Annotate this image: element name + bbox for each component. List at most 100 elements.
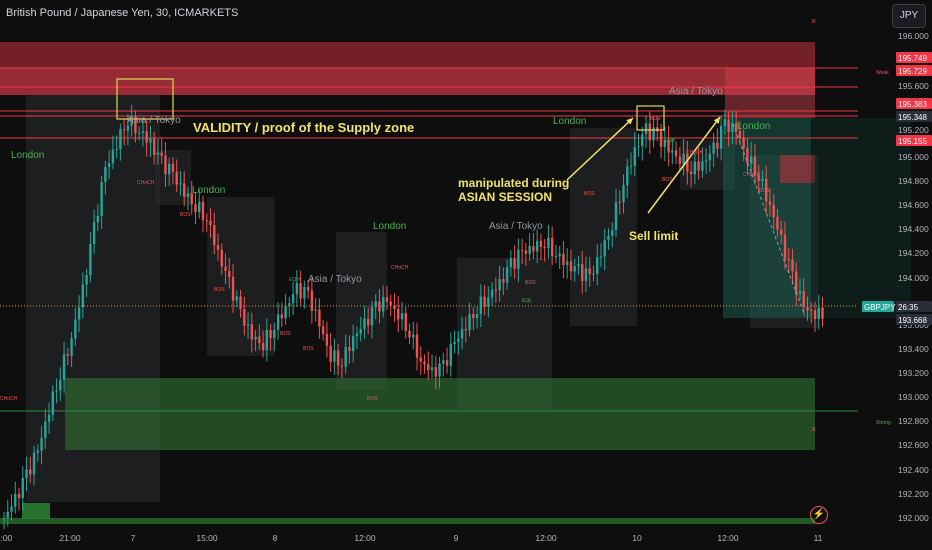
y-tick-label: 192.600	[898, 440, 929, 450]
session-label: Asia / Tokyo	[308, 274, 362, 285]
candle	[288, 303, 291, 306]
candle	[261, 343, 265, 351]
candle	[111, 149, 115, 164]
structure-marker: BOS	[303, 346, 314, 352]
price-axis	[858, 0, 932, 550]
candle	[265, 329, 269, 351]
candle	[351, 336, 355, 352]
demand-zone-small	[22, 503, 50, 519]
candle	[442, 360, 445, 364]
candle	[674, 150, 678, 157]
candle	[321, 326, 325, 334]
trade-profit-box	[723, 118, 811, 318]
candle	[701, 161, 704, 171]
x-tick-label: 21:00	[59, 533, 81, 543]
y-tick-label: 194.200	[898, 248, 929, 258]
candle	[663, 139, 667, 147]
candle	[543, 246, 546, 249]
price-label-bg	[896, 314, 932, 325]
x-tick-label: 10	[632, 533, 642, 543]
close-icon[interactable]: ×	[811, 424, 817, 434]
candle	[746, 148, 749, 164]
price-label-bg	[896, 52, 932, 63]
candle	[780, 229, 783, 235]
candle	[92, 222, 96, 245]
candle	[104, 167, 107, 182]
candle	[535, 240, 539, 252]
demand-zone-bottom	[0, 518, 815, 524]
candle	[505, 267, 509, 283]
structure-marker: BOS	[759, 188, 770, 194]
y-tick-label: 194.600	[898, 200, 929, 210]
trade-profit-ext	[811, 118, 911, 318]
close-icon[interactable]: ×	[811, 16, 817, 26]
candle	[306, 287, 310, 291]
candle	[25, 469, 28, 479]
candle	[291, 294, 295, 304]
candle	[213, 225, 216, 246]
candle	[408, 330, 411, 338]
structure-marker: BOS	[214, 287, 225, 293]
candle	[475, 314, 479, 319]
candle	[708, 153, 712, 161]
candle	[430, 367, 434, 371]
candle	[611, 230, 614, 236]
candle	[186, 193, 190, 197]
candle	[577, 264, 580, 267]
candle	[652, 127, 655, 141]
price-label: 26:35	[898, 303, 919, 312]
candle	[220, 249, 223, 267]
candle	[175, 171, 178, 185]
candle	[397, 308, 400, 320]
candle	[464, 329, 468, 331]
candle	[427, 364, 430, 371]
candle	[468, 314, 471, 331]
structure-marker: Strong	[876, 420, 891, 426]
candle	[168, 163, 171, 175]
currency-button[interactable]: JPY	[892, 4, 926, 28]
candle	[145, 131, 148, 143]
arrow	[566, 117, 634, 181]
session-label: Asia / Tokyo	[127, 115, 181, 126]
candle	[599, 256, 603, 258]
candle	[603, 239, 606, 257]
price-label: 195.729	[898, 67, 927, 76]
trade-path	[732, 123, 806, 317]
candle	[487, 297, 490, 307]
candle	[659, 131, 663, 147]
candle	[453, 341, 456, 345]
candle	[107, 163, 111, 168]
session-label: London	[11, 150, 44, 161]
candle	[798, 291, 802, 295]
x-tick-label: 12:00	[535, 533, 557, 543]
annotation-text: VALIDITY / proof of the Supply zone	[193, 120, 414, 135]
candle	[445, 360, 449, 366]
structure-marker: BOS	[650, 116, 661, 122]
candle	[156, 152, 160, 155]
session-label: London	[553, 116, 586, 127]
candle	[243, 309, 246, 326]
candle	[246, 324, 250, 326]
structure-marker: CHoCH	[137, 180, 155, 186]
x-tick-label: 15:00	[196, 533, 218, 543]
structure-marker: BOS	[367, 396, 378, 402]
price-label: GBPJPY	[864, 303, 896, 312]
y-tick-label: 193.400	[898, 344, 929, 354]
candle	[269, 329, 272, 338]
arrow-head	[713, 117, 720, 124]
candle	[10, 506, 13, 512]
price-label: 193.668	[898, 316, 927, 325]
candle	[768, 201, 772, 205]
price-label-bg	[896, 135, 932, 146]
candle	[498, 279, 501, 291]
candle	[457, 338, 460, 342]
candle	[423, 361, 426, 365]
y-tick-label: 195.600	[898, 81, 929, 91]
candle	[415, 334, 419, 358]
alert-icon[interactable]: ⚡	[810, 506, 828, 524]
highlight-box	[636, 105, 665, 131]
candle	[712, 142, 715, 154]
candle	[100, 181, 103, 216]
candle	[205, 220, 208, 222]
